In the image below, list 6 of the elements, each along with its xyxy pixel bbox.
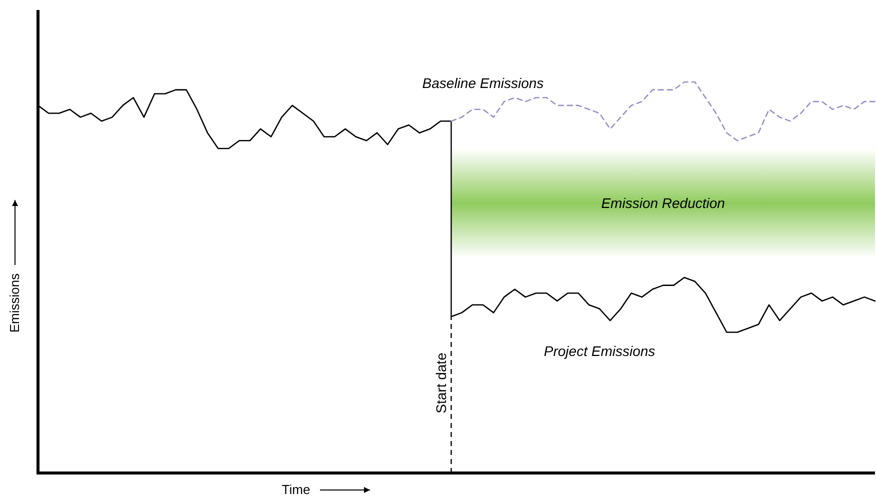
series-label: Baseline Emissions bbox=[422, 75, 544, 91]
y-axis-title: Emissions bbox=[7, 272, 22, 333]
text: Project Emissions bbox=[544, 343, 656, 360]
x-axis-title: Time bbox=[282, 482, 310, 497]
annotation: Start date bbox=[433, 352, 450, 414]
band-label: Emission Reduction bbox=[601, 195, 726, 212]
